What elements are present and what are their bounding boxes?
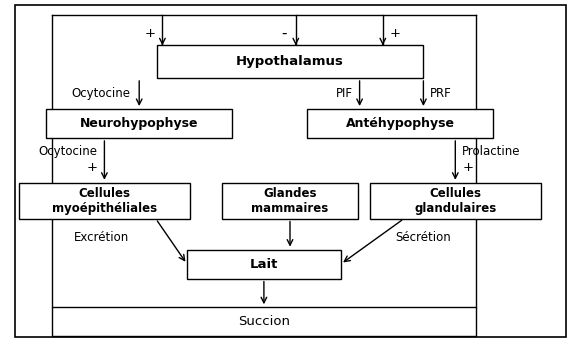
FancyBboxPatch shape (157, 46, 423, 78)
Text: Excrétion: Excrétion (74, 231, 129, 244)
Text: +: + (390, 27, 401, 40)
Text: +: + (86, 161, 97, 174)
FancyBboxPatch shape (370, 182, 541, 219)
Text: PIF: PIF (336, 87, 353, 100)
Text: +: + (462, 161, 473, 174)
FancyBboxPatch shape (52, 307, 476, 336)
Text: Ocytocine: Ocytocine (38, 145, 97, 158)
Text: Prolactine: Prolactine (462, 145, 521, 158)
Text: Cellules
myoépithéliales: Cellules myoépithéliales (52, 187, 157, 215)
Text: Succion: Succion (238, 315, 290, 328)
Text: Neurohypophyse: Neurohypophyse (80, 117, 198, 130)
FancyBboxPatch shape (19, 182, 190, 219)
FancyBboxPatch shape (222, 182, 358, 219)
FancyBboxPatch shape (307, 109, 493, 138)
Text: +: + (144, 27, 155, 40)
Text: -: - (281, 26, 287, 41)
FancyBboxPatch shape (46, 109, 232, 138)
Text: Antéhypophyse: Antéhypophyse (346, 117, 455, 130)
Text: PRF: PRF (430, 87, 452, 100)
FancyBboxPatch shape (14, 5, 566, 337)
Text: Glandes
mammaires: Glandes mammaires (251, 187, 329, 215)
Text: Sécrétion: Sécrétion (396, 231, 451, 244)
Text: Cellules
glandulaires: Cellules glandulaires (414, 187, 496, 215)
FancyBboxPatch shape (187, 250, 341, 279)
Text: Hypothalamus: Hypothalamus (236, 55, 344, 68)
Text: Ocytocine: Ocytocine (71, 87, 130, 100)
Text: Lait: Lait (250, 258, 278, 271)
